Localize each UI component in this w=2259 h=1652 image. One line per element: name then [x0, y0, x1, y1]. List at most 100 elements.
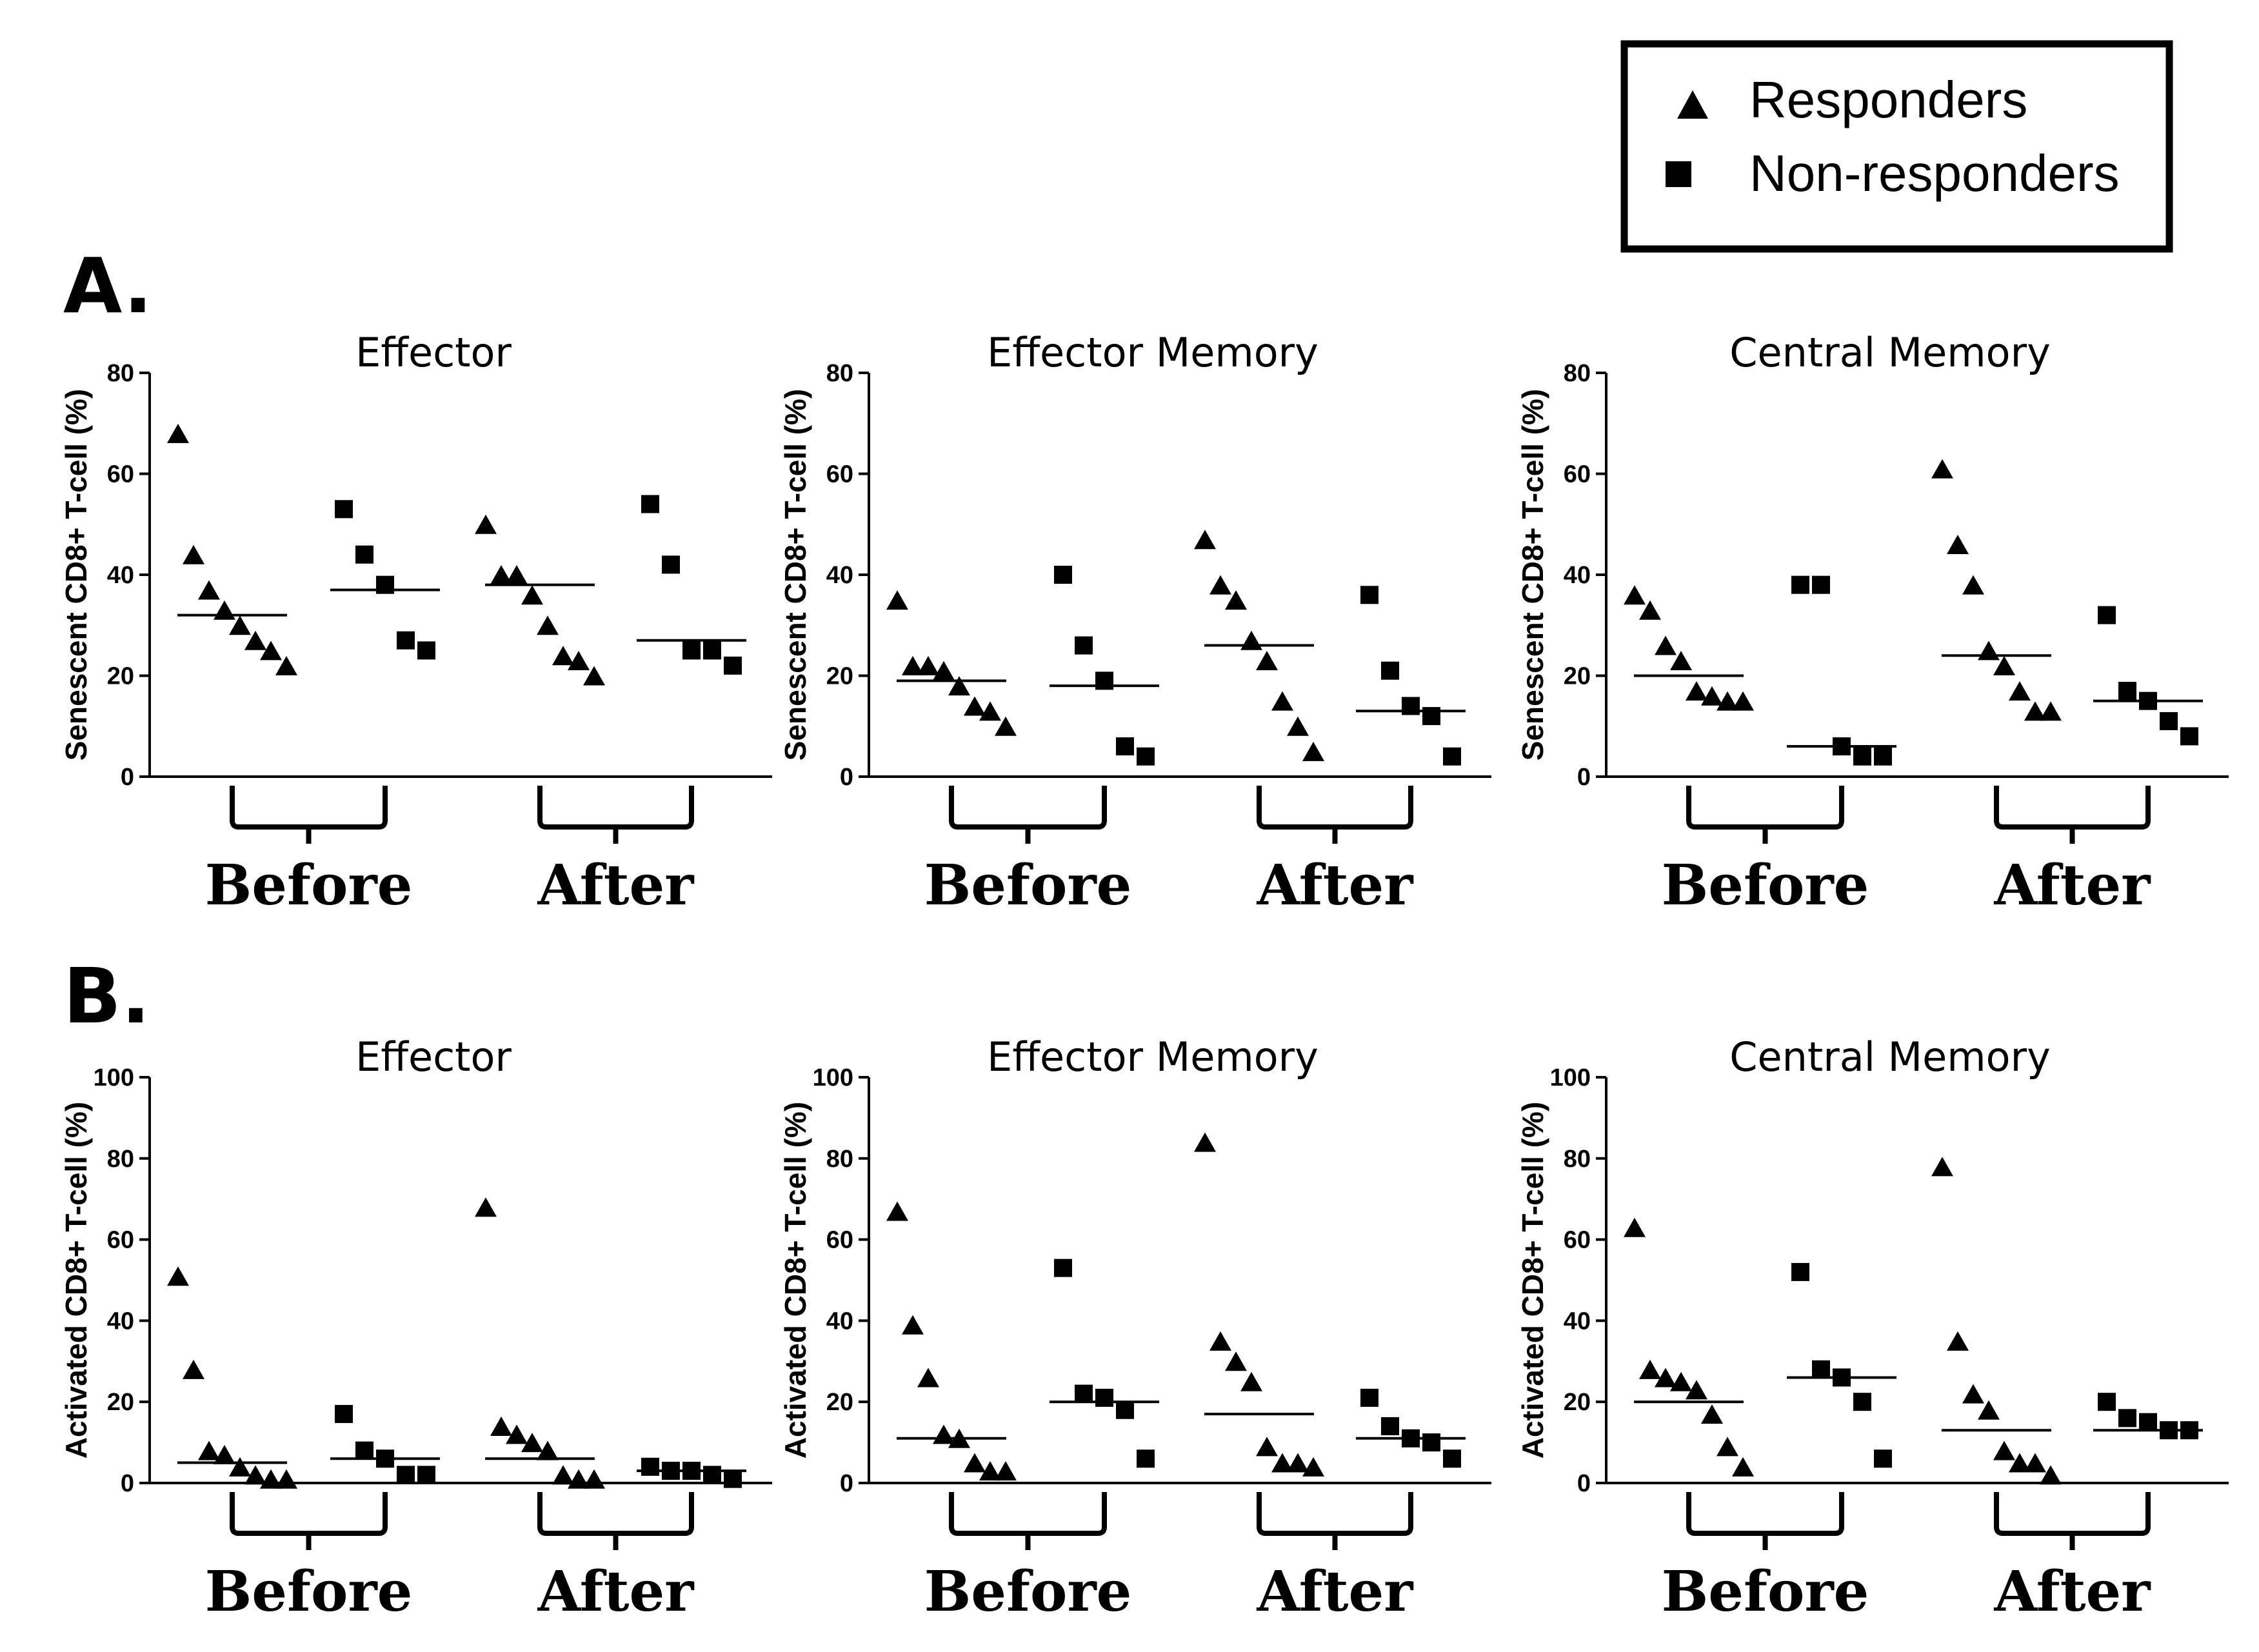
after-responders-point	[475, 1197, 497, 1217]
before-responders-point	[964, 1453, 986, 1473]
chart-a-effector-memory: Effector Memory 0 20 40 60 80 Senescent CD8+ T…	[779, 329, 1491, 918]
after-non-responders-point	[1422, 1433, 1440, 1452]
after-non-responders-point	[682, 641, 701, 660]
before-non-responders-point	[1116, 737, 1134, 756]
before-responders-point	[1670, 1371, 1692, 1391]
before-non-responders-point	[1874, 747, 1892, 766]
before-responders-point	[167, 423, 189, 443]
before-responders-point	[275, 655, 297, 675]
before-responders-point	[933, 661, 955, 681]
after-non-responders-point	[1360, 586, 1378, 604]
before-responders-point	[1655, 635, 1677, 655]
before-responders-point	[1639, 600, 1661, 620]
y-tick-label: 40	[826, 562, 853, 589]
before-responders-point	[260, 641, 282, 661]
y-tick-label: 80	[107, 1146, 134, 1173]
legend-square-icon	[1666, 161, 1691, 187]
before-responders-point	[1732, 1457, 1754, 1477]
before-responders-point	[1717, 691, 1738, 711]
after-responders-point	[1271, 691, 1293, 711]
group-bracket-after	[1994, 786, 2151, 830]
y-tick-label: 20	[826, 663, 853, 690]
after-non-responders-point	[1381, 661, 1399, 680]
before-non-responders-point	[355, 545, 373, 564]
before-responders-point	[1670, 651, 1692, 671]
before-non-responders-point	[1137, 1449, 1155, 1468]
before-non-responders-point	[335, 500, 353, 519]
after-non-responders-point	[662, 555, 680, 574]
after-responders-point	[2009, 681, 2031, 701]
after-responders-point	[1302, 1457, 1324, 1477]
before-non-responders-point	[397, 1466, 415, 1484]
before-responders-point	[902, 655, 924, 675]
before-non-responders-point	[355, 1441, 373, 1460]
group-label-before: Before	[1662, 853, 1869, 918]
before-non-responders-point	[1075, 636, 1093, 655]
group-bracket-before	[230, 786, 388, 830]
group-bracket-before	[1686, 1492, 1844, 1536]
after-responders-point	[2024, 701, 2046, 721]
group-bracket-after	[1994, 1492, 2151, 1536]
before-responders-point	[244, 1465, 266, 1485]
before-responders-point	[886, 590, 908, 610]
chart-title: Effector	[355, 1033, 512, 1080]
before-non-responders-point	[1095, 1388, 1113, 1407]
after-non-responders-point	[2118, 1409, 2136, 1428]
y-tick-label: 40	[1564, 562, 1591, 589]
after-non-responders-point	[703, 641, 721, 660]
y-axis-label: Senescent CD8+ T-cell (%)	[1516, 389, 1549, 761]
after-responders-point	[490, 565, 512, 584]
chart-a-central-memory: Central Memory 0 20 40 60 80 Senescent CD8+ T-…	[1516, 329, 2229, 918]
before-responders-point	[1686, 1380, 1707, 1400]
y-tick-label: 60	[826, 1227, 853, 1254]
y-axis-label: Senescent CD8+ T-cell (%)	[779, 389, 812, 761]
after-responders-point	[521, 1433, 543, 1453]
after-responders-point	[1302, 741, 1324, 761]
y-tick-label: 20	[107, 1389, 134, 1416]
before-non-responders-point	[1853, 1393, 1871, 1411]
before-responders-point	[995, 716, 1017, 736]
group-label-before: Before	[924, 853, 1132, 918]
group-label-after: After	[537, 853, 695, 918]
after-responders-point	[1947, 535, 1969, 555]
y-tick-label: 60	[826, 461, 853, 488]
group-label-before: Before	[1662, 1559, 1869, 1624]
after-responders-point	[1256, 651, 1278, 671]
group-bracket-after	[1257, 786, 1413, 830]
after-responders-point	[2024, 1453, 2046, 1473]
after-responders-point	[475, 514, 497, 534]
after-non-responders-point	[2160, 712, 2178, 730]
after-responders-point	[552, 646, 574, 666]
chart-title: Central Memory	[1729, 329, 2051, 376]
y-tick-label: 20	[107, 663, 134, 690]
before-responders-point	[979, 701, 1001, 721]
group-label-before: Before	[924, 1559, 1132, 1624]
after-non-responders-point	[703, 1466, 721, 1484]
after-non-responders-point	[2139, 1413, 2157, 1431]
y-tick-label: 60	[1564, 1227, 1591, 1254]
before-responders-point	[214, 600, 235, 620]
before-responders-point	[198, 1440, 220, 1460]
before-responders-point	[1655, 1368, 1677, 1388]
before-responders-point	[198, 580, 220, 600]
after-responders-point	[1287, 716, 1309, 736]
group-label-after: After	[1257, 1559, 1415, 1624]
before-responders-point	[995, 1461, 1017, 1481]
after-responders-point	[1978, 1400, 2000, 1420]
before-responders-point	[260, 1469, 282, 1489]
y-tick-label: 40	[107, 562, 134, 589]
after-responders-point	[1931, 1157, 1953, 1177]
before-responders-point	[948, 676, 970, 696]
before-responders-point	[1686, 681, 1707, 701]
y-tick-label: 20	[1564, 1389, 1591, 1416]
panel-letter-b: B.	[63, 951, 150, 1040]
y-axis-label: Senescent CD8+ T-cell (%)	[59, 389, 93, 761]
chart-a-effector: Effector 0 20 40 60 80 Senescent CD8+ T-cell (…	[59, 329, 772, 918]
before-non-responders-point	[1137, 747, 1155, 766]
y-tick-label: 80	[1564, 1146, 1591, 1173]
after-responders-point	[1287, 1453, 1309, 1473]
y-tick-label: 100	[94, 1064, 134, 1091]
group-bracket-before	[949, 1492, 1107, 1536]
